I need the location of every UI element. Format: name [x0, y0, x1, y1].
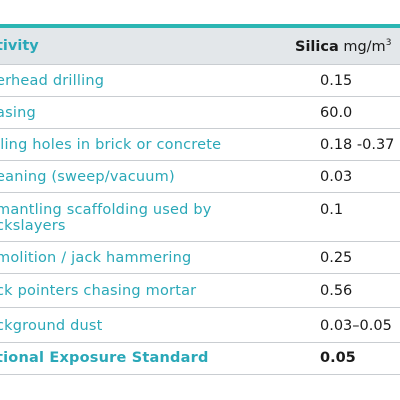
- silica-value-cell: 0.03: [320, 169, 353, 185]
- activity-cell: molition / jack hammering: [0, 250, 192, 266]
- table-row: lling holes in brick or concrete 0.18 -0…: [0, 129, 400, 161]
- silica-value-cell: 0.18 -0.37: [320, 137, 395, 153]
- activity-cell: eaning (sweep/vacuum): [0, 169, 175, 185]
- table-row: erhead drilling 0.15: [0, 65, 400, 97]
- table-row: asing 60.0: [0, 97, 400, 129]
- table-row: molition / jack hammering 0.25: [0, 242, 400, 274]
- table-top-rule: [0, 24, 400, 28]
- silica-header-label: Silica: [295, 38, 339, 55]
- silica-value-cell: 60.0: [320, 105, 353, 121]
- activity-cell: mantling scaffolding used by ckslayers: [0, 202, 212, 234]
- silica-value-cell: 0.56: [320, 283, 353, 299]
- activity-cell: asing: [0, 105, 36, 121]
- silica-column-header: Silica mg/m3: [295, 38, 391, 55]
- activity-column-header: tivity: [0, 38, 39, 54]
- table-row: eaning (sweep/vacuum) 0.03: [0, 161, 400, 193]
- silica-value-cell: 0.03–0.05: [320, 318, 392, 334]
- silica-header-unit: mg/m: [338, 38, 386, 55]
- activity-cell: ckground dust: [0, 318, 103, 334]
- silica-value-cell: 0.1: [320, 202, 344, 218]
- activity-cell: lling holes in brick or concrete: [0, 137, 222, 153]
- exposure-standard-row: tional Exposure Standard 0.05: [0, 343, 400, 375]
- exposure-standard-label: tional Exposure Standard: [0, 350, 209, 366]
- table-header-row: tivity Silica mg/m3: [0, 28, 400, 65]
- activity-cell: erhead drilling: [0, 73, 105, 89]
- activity-cell: ck pointers chasing mortar: [0, 283, 197, 299]
- silica-value-cell: 0.25: [320, 250, 353, 266]
- silica-header-unit-exponent: 3: [385, 38, 392, 48]
- silica-value-cell: 0.15: [320, 73, 353, 89]
- table-row: ck pointers chasing mortar 0.56: [0, 274, 400, 308]
- table-row: ckground dust 0.03–0.05: [0, 308, 400, 343]
- table-row: mantling scaffolding used by ckslayers 0…: [0, 193, 400, 242]
- exposure-standard-value: 0.05: [320, 350, 356, 366]
